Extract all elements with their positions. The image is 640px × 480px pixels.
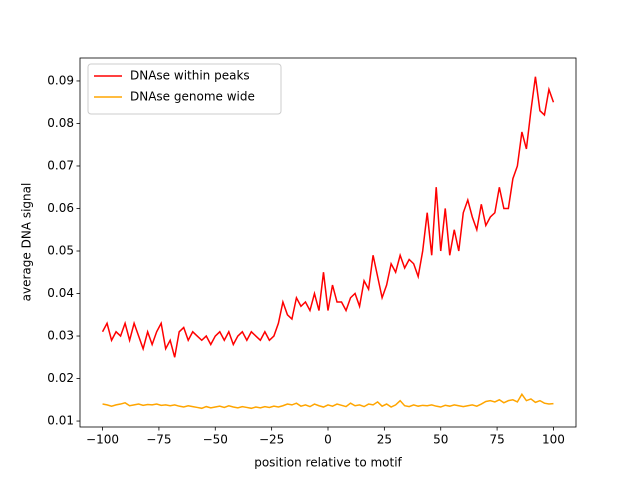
data-line [101, 76, 555, 358]
y-tick-label: 0.01 [47, 414, 74, 428]
y-tick-label: 0.06 [47, 201, 74, 215]
y-axis-label: average DNA signal [20, 183, 34, 302]
y-tick-label: 0.09 [47, 73, 74, 87]
data-line [102, 392, 554, 410]
x-tick-label: 25 [377, 433, 392, 447]
x-tick-label: −25 [259, 433, 284, 447]
y-tick-label: 0.05 [47, 244, 74, 258]
x-axis-label: position relative to motif [254, 456, 402, 470]
legend-label: DNAse within peaks [130, 69, 250, 83]
legend-label: DNAse genome wide [130, 90, 255, 104]
plot-frame [79, 57, 577, 428]
x-tick-label: 50 [433, 433, 448, 447]
y-tick-label: 0.08 [47, 116, 74, 130]
x-tick-label: 75 [489, 433, 504, 447]
legend-box [87, 63, 282, 115]
x-tick-label: −100 [86, 433, 119, 447]
x-tick-label: −75 [146, 433, 171, 447]
x-tick-label: 0 [324, 433, 332, 447]
y-tick-label: 0.04 [47, 286, 74, 300]
y-tick-label: 0.02 [47, 371, 74, 385]
x-tick-label: 100 [542, 433, 565, 447]
y-tick-label: 0.03 [47, 329, 74, 343]
x-tick-label: −50 [203, 433, 228, 447]
y-tick-label: 0.07 [47, 158, 74, 172]
